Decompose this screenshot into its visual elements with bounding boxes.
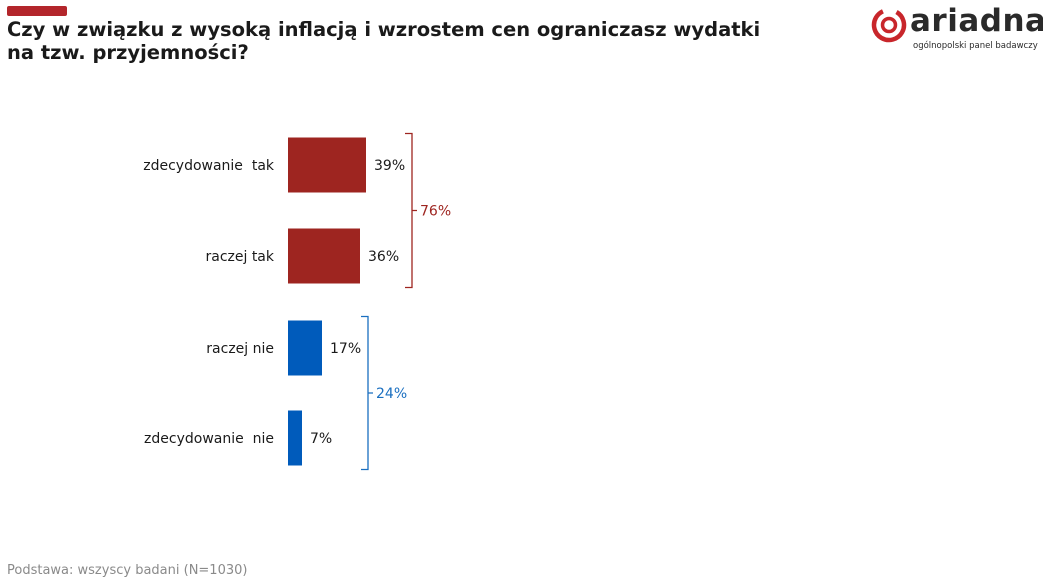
logo-tagline: ogólnopolski panel badawczy (913, 41, 1038, 51)
value-label-2: 17% (330, 341, 361, 357)
value-label-3: 7% (310, 431, 332, 447)
bar-0 (288, 137, 366, 193)
title-accent-bar (7, 6, 67, 16)
footer-note: Podstawa: wszyscy badani (N=1030) (7, 563, 248, 578)
category-label-1: raczej tak (205, 249, 274, 265)
value-label-1: 36% (368, 249, 399, 265)
category-label-3: zdecydowanie nie (144, 431, 274, 447)
bar-2 (288, 320, 322, 376)
logo-wordmark: ariadna (910, 3, 1043, 39)
bar-1 (288, 228, 360, 284)
category-label-2: raczej nie (206, 341, 274, 357)
ariadna-logo-icon (871, 7, 907, 43)
group-bracket-0 (405, 132, 417, 289)
ariadna-logo: ariadna ogólnopolski panel badawczy (870, 3, 1043, 54)
group-total-label-0: 76% (420, 204, 451, 220)
group-bracket-1 (361, 315, 373, 471)
value-label-0: 39% (374, 158, 405, 174)
bar-3 (288, 410, 302, 466)
group-total-label-1: 24% (376, 386, 407, 402)
category-label-0: zdecydowanie tak (143, 158, 275, 174)
page-title: Czy w związku z wysoką inflacją i wzrost… (7, 18, 761, 64)
